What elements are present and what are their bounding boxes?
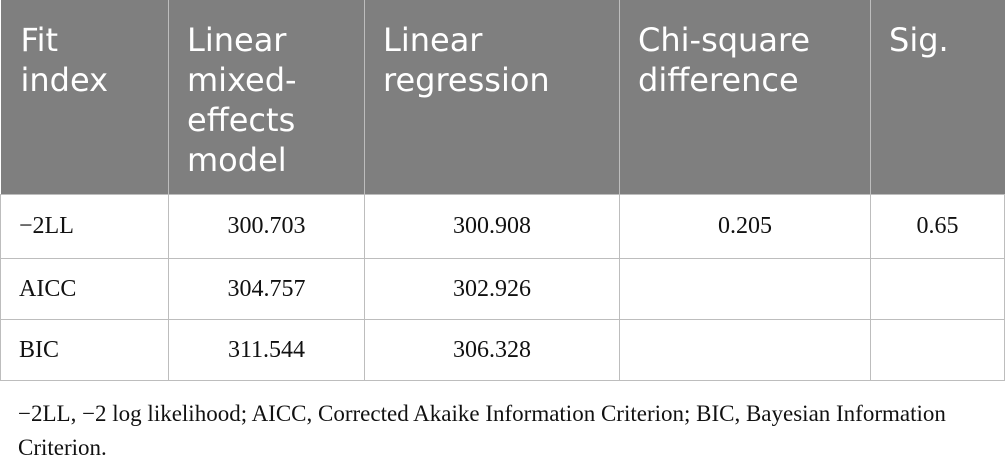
table-cell: 306.328 <box>364 319 620 381</box>
table-cell: 0.65 <box>870 194 1005 259</box>
row-label: AICC <box>0 258 169 320</box>
header-row: Fit index Linear mixed-effects model Lin… <box>0 0 1005 195</box>
table-cell <box>619 258 871 320</box>
fit-index-table: Fit index Linear mixed-effects model Lin… <box>0 0 1005 381</box>
table-cell <box>870 258 1005 320</box>
table-cell: 0.205 <box>619 194 871 259</box>
header-chi-square-difference: Chi-square difference <box>619 0 871 195</box>
header-sig: Sig. <box>870 0 1005 195</box>
table-row: BIC 311.544 306.328 <box>0 319 1005 381</box>
row-label: BIC <box>0 319 169 381</box>
table-cell: 300.703 <box>168 194 365 259</box>
header-linear-mixed-effects-model: Linear mixed-effects model <box>168 0 365 195</box>
table-cell: 302.926 <box>364 258 620 320</box>
table-cell: 311.544 <box>168 319 365 381</box>
table-row: AICC 304.757 302.926 <box>0 258 1005 320</box>
table-footnote: −2LL, −2 log likelihood; AICC, Corrected… <box>18 401 946 460</box>
table-cell: 300.908 <box>364 194 620 259</box>
table-body: −2LL 300.703 300.908 0.205 0.65 AICC 304… <box>0 194 1005 381</box>
table-header: Fit index Linear mixed-effects model Lin… <box>0 0 1005 195</box>
header-linear-regression: Linear regression <box>364 0 620 195</box>
row-label: −2LL <box>0 194 169 259</box>
table-row: −2LL 300.703 300.908 0.205 0.65 <box>0 194 1005 259</box>
header-fit-index: Fit index <box>0 0 169 195</box>
table-cell: 304.757 <box>168 258 365 320</box>
table-cell <box>619 319 871 381</box>
table-cell <box>870 319 1005 381</box>
fit-index-table-container: Fit index Linear mixed-effects model Lin… <box>0 0 1005 381</box>
